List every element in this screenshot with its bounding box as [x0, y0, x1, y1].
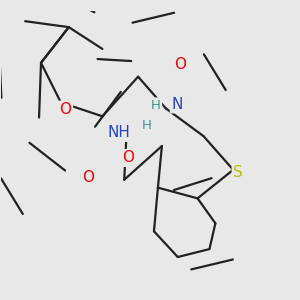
Text: N: N [171, 97, 183, 112]
Text: H: H [142, 118, 152, 131]
Text: O: O [60, 102, 72, 117]
Text: O: O [174, 57, 186, 72]
Text: NH: NH [108, 125, 130, 140]
Text: O: O [122, 150, 134, 165]
Text: H: H [151, 99, 161, 112]
Text: O: O [82, 170, 94, 185]
Text: S: S [233, 166, 243, 181]
